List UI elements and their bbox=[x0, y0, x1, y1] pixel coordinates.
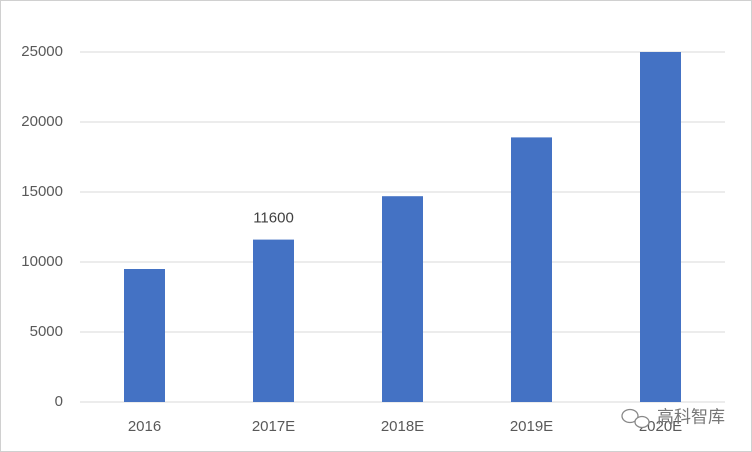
data-label: 11600 bbox=[253, 210, 294, 227]
y-tick-label: 0 bbox=[55, 393, 63, 410]
y-tick-label: 5000 bbox=[30, 323, 63, 340]
bar bbox=[253, 239, 294, 402]
y-tick-label: 10000 bbox=[21, 253, 63, 270]
bar bbox=[511, 137, 552, 402]
watermark: 高科智库 bbox=[657, 407, 725, 426]
y-tick-label: 15000 bbox=[21, 183, 63, 200]
y-tick-label: 25000 bbox=[21, 43, 63, 60]
x-tick-label: 2020E bbox=[639, 418, 682, 435]
x-tick-label: 2018E bbox=[381, 418, 424, 435]
x-tick-label: 2016 bbox=[128, 418, 161, 435]
x-tick-label: 2019E bbox=[510, 418, 553, 435]
watermark-icon bbox=[621, 408, 650, 429]
y-tick-label: 20000 bbox=[21, 113, 63, 130]
bar bbox=[382, 196, 423, 402]
bar bbox=[640, 52, 681, 402]
x-tick-label: 2017E bbox=[252, 418, 295, 435]
bar bbox=[124, 269, 165, 402]
